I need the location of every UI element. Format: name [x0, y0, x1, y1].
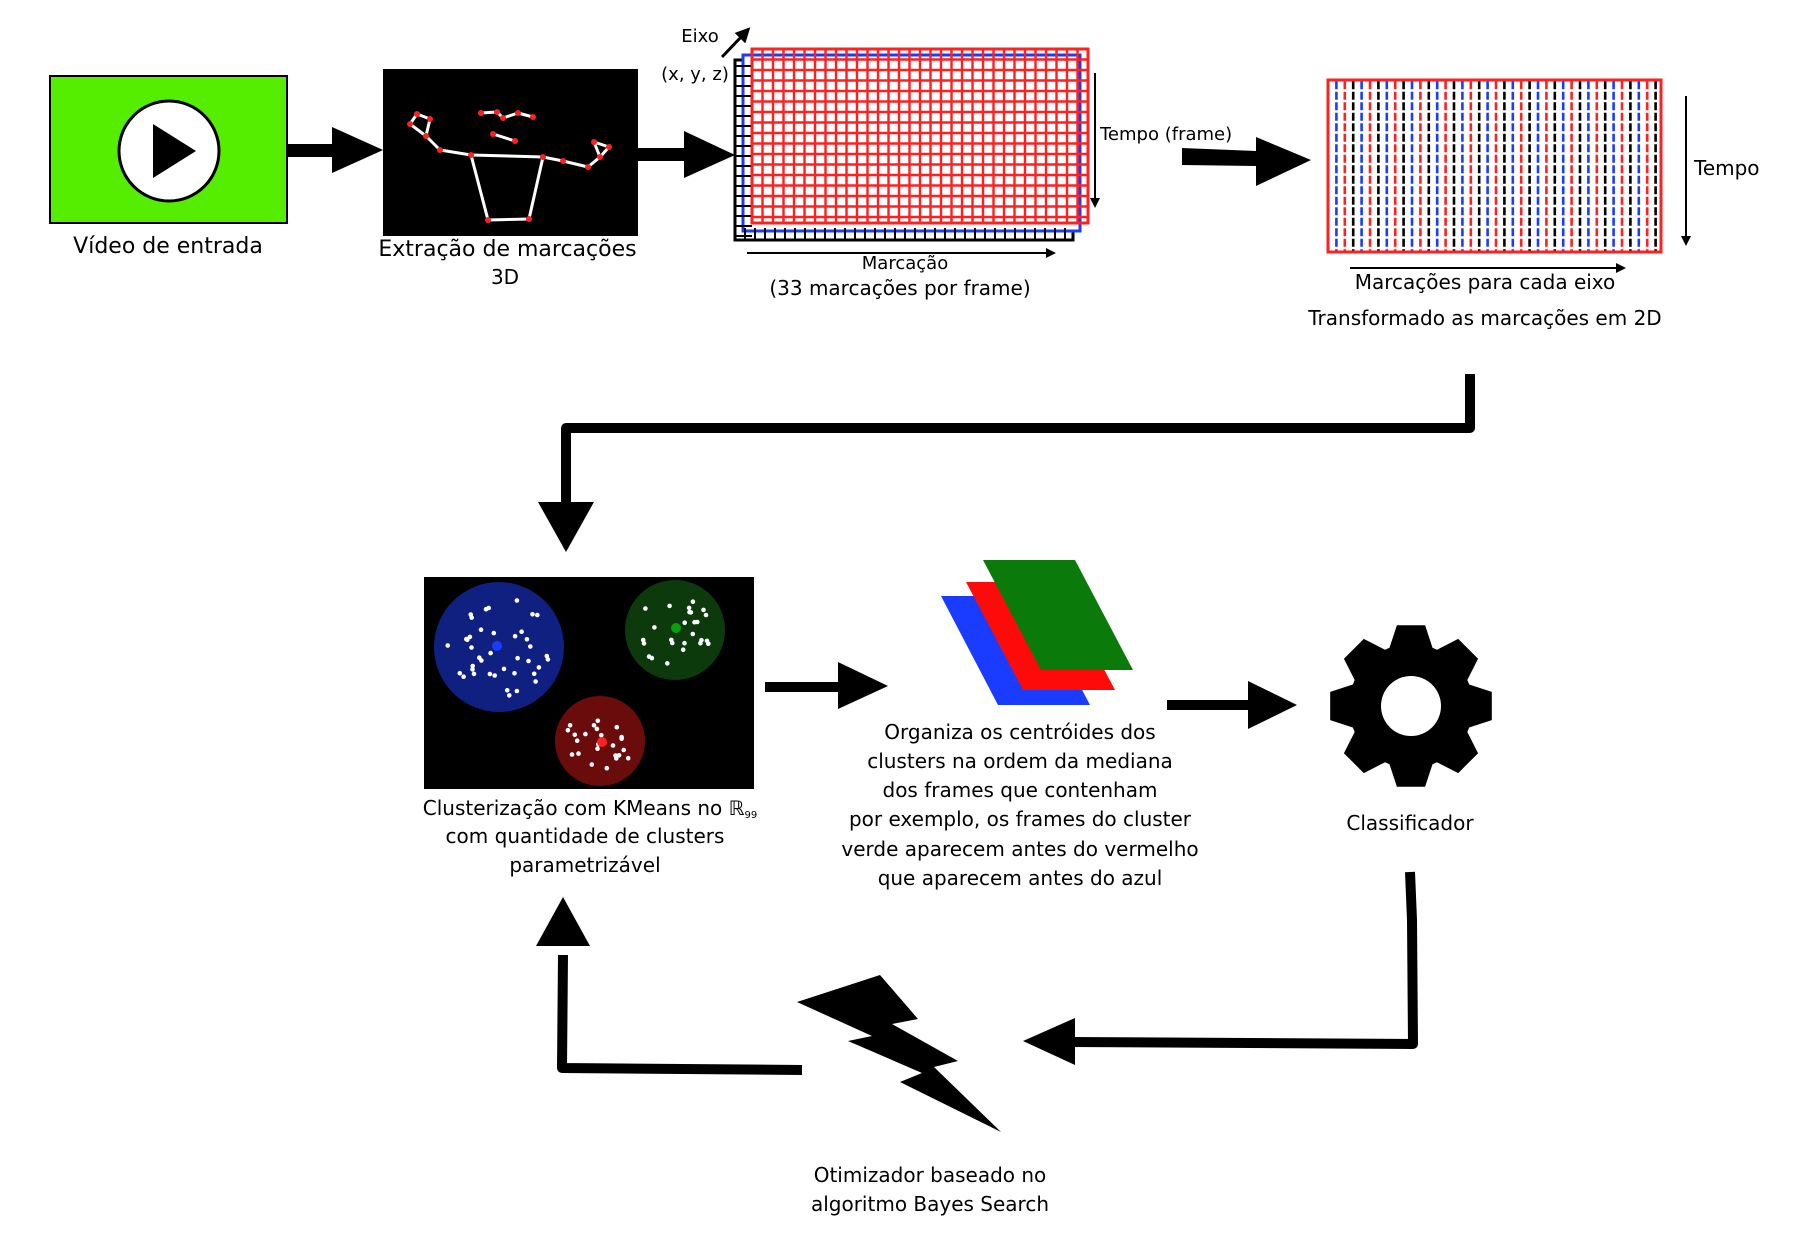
gear-icon: [1330, 625, 1492, 787]
transformed-2d-label: Transformado as marcações em 2D: [1308, 306, 1662, 330]
skeleton-joints: [407, 109, 612, 223]
markings-per-axis-label: Marcações para cada eixo: [1354, 270, 1616, 294]
axis-label: Eixo: [681, 26, 719, 47]
clustering-label-line1: Clusterização com KMeans no ℝ99: [410, 796, 770, 823]
connector-classifier-to-optimizer: [1023, 871, 1418, 1065]
optimizer-label-line2: algoritmo Bayes Search: [810, 1192, 1050, 1216]
organize-label-line6: que aparecem antes do azul: [877, 866, 1163, 890]
clustering-label-line3: parametrizável: [509, 853, 661, 877]
organize-label-line4: por exemplo, os frames do cluster: [848, 807, 1192, 831]
clustering-label-line2: com quantidade de clusters: [445, 824, 725, 848]
markings-per-frame-label: (33 marcações por frame): [769, 276, 1031, 300]
extraction-label-line2: 3D: [490, 265, 520, 289]
organize-label-line3: dos frames que contenham: [882, 778, 1158, 802]
ordered-centroid-layers: [941, 560, 1133, 705]
arrow-layers-to-classifier: [1167, 681, 1297, 729]
centroid-blue: [492, 641, 502, 651]
centroid-red: [597, 737, 607, 747]
connector-optimizer-to-clustering: [536, 897, 803, 1075]
organize-label-line2: clusters na ordem da mediana: [867, 749, 1173, 773]
organize-label-line1: Organiza os centróides dos: [884, 720, 1156, 744]
time-label: Tempo: [1694, 156, 1760, 180]
play-icon: [117, 99, 221, 203]
clustering-box: [424, 577, 754, 789]
extraction-label-line1: Extração de marcações: [378, 237, 637, 262]
stacked-3d-grid: [733, 47, 1090, 242]
video-input-box: [49, 75, 288, 224]
xyz-label: (x, y, z): [661, 64, 729, 85]
video-input-label: Vídeo de entrada: [73, 234, 263, 259]
time-frame-label: Tempo (frame): [1100, 124, 1233, 145]
lightning-icon: [797, 975, 1001, 1132]
extraction-box: [383, 69, 638, 236]
centroid-green: [671, 623, 681, 633]
arrow-extraction-to-grid: [638, 131, 735, 178]
classifier-label: Classificador: [1346, 811, 1474, 835]
clustering-dimension: 99: [744, 810, 758, 821]
clustering-label-prefix: Clusterização com KMeans no ℝ: [422, 796, 745, 820]
connector-2d-to-clustering: [538, 374, 1475, 552]
arrow-3d-to-2d: [1182, 137, 1311, 186]
optimizer-label-line1: Otimizador baseado no: [813, 1163, 1047, 1187]
axis-xyz-arrow: [720, 27, 751, 59]
layer-green: [983, 560, 1133, 670]
flattened-2d-grid: [1326, 78, 1663, 254]
marking-label: Marcação: [861, 253, 949, 274]
arrow-clustering-to-layers: [765, 662, 888, 709]
arrow-video-to-extraction: [287, 127, 383, 173]
organize-label-line5: verde aparecem antes do vermelho: [841, 837, 1199, 861]
